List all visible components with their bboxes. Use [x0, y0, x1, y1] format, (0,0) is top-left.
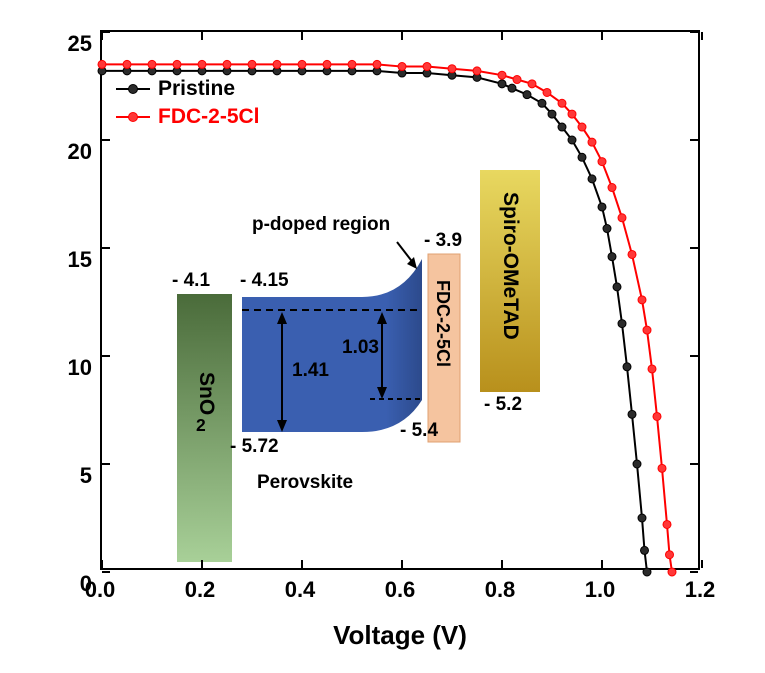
energy-fdc-bottom: - 5.4	[400, 420, 438, 442]
legend: Pristine FDC-2-5Cl	[116, 77, 260, 133]
plot-area: p-doped region - 4.1 - 4.15 - 3.9 - 5.72…	[100, 30, 700, 570]
label-fdc: FDC-2-5Cl	[432, 280, 453, 367]
energy-perov-cb: - 4.15	[240, 270, 289, 292]
ytick-label: 5	[80, 463, 92, 489]
jv-chart: Current Density (mA/cm2) Voltage (V)	[0, 0, 765, 673]
ytick-label: 10	[68, 355, 92, 381]
ytick-label: 20	[68, 139, 92, 165]
x-axis-label: Voltage (V)	[333, 620, 467, 651]
xtick-label: 0.2	[185, 577, 216, 603]
legend-label-pristine: Pristine	[158, 77, 235, 101]
label-spiro: Spiro-OMeTAD	[498, 192, 522, 340]
xtick-label: 0.4	[285, 577, 316, 603]
gap-103: 1.03	[342, 337, 379, 359]
label-perovskite: Perovskite	[257, 472, 353, 494]
label-sno2: SnO2	[194, 372, 218, 436]
ytick-label: 25	[68, 31, 92, 57]
legend-item-pristine: Pristine	[116, 77, 260, 101]
label-pdoped: p-doped region	[252, 214, 390, 236]
xtick-label: 0.6	[385, 577, 416, 603]
energy-sno2-top: - 4.1	[172, 270, 210, 292]
energy-fdc-top: - 3.9	[424, 230, 462, 252]
xtick-label: 0.8	[485, 577, 516, 603]
ytick-label: 15	[68, 247, 92, 273]
legend-item-fdc: FDC-2-5Cl	[116, 105, 260, 129]
xtick-label: 1.0	[585, 577, 616, 603]
xtick-label: 0.0	[85, 577, 116, 603]
legend-label-fdc: FDC-2-5Cl	[158, 105, 260, 129]
energy-perov-vb: - 5.72	[230, 436, 279, 458]
gap-141: 1.41	[292, 360, 329, 382]
xtick-label: 1.2	[685, 577, 716, 603]
energy-spiro-bottom: - 5.2	[484, 394, 522, 416]
